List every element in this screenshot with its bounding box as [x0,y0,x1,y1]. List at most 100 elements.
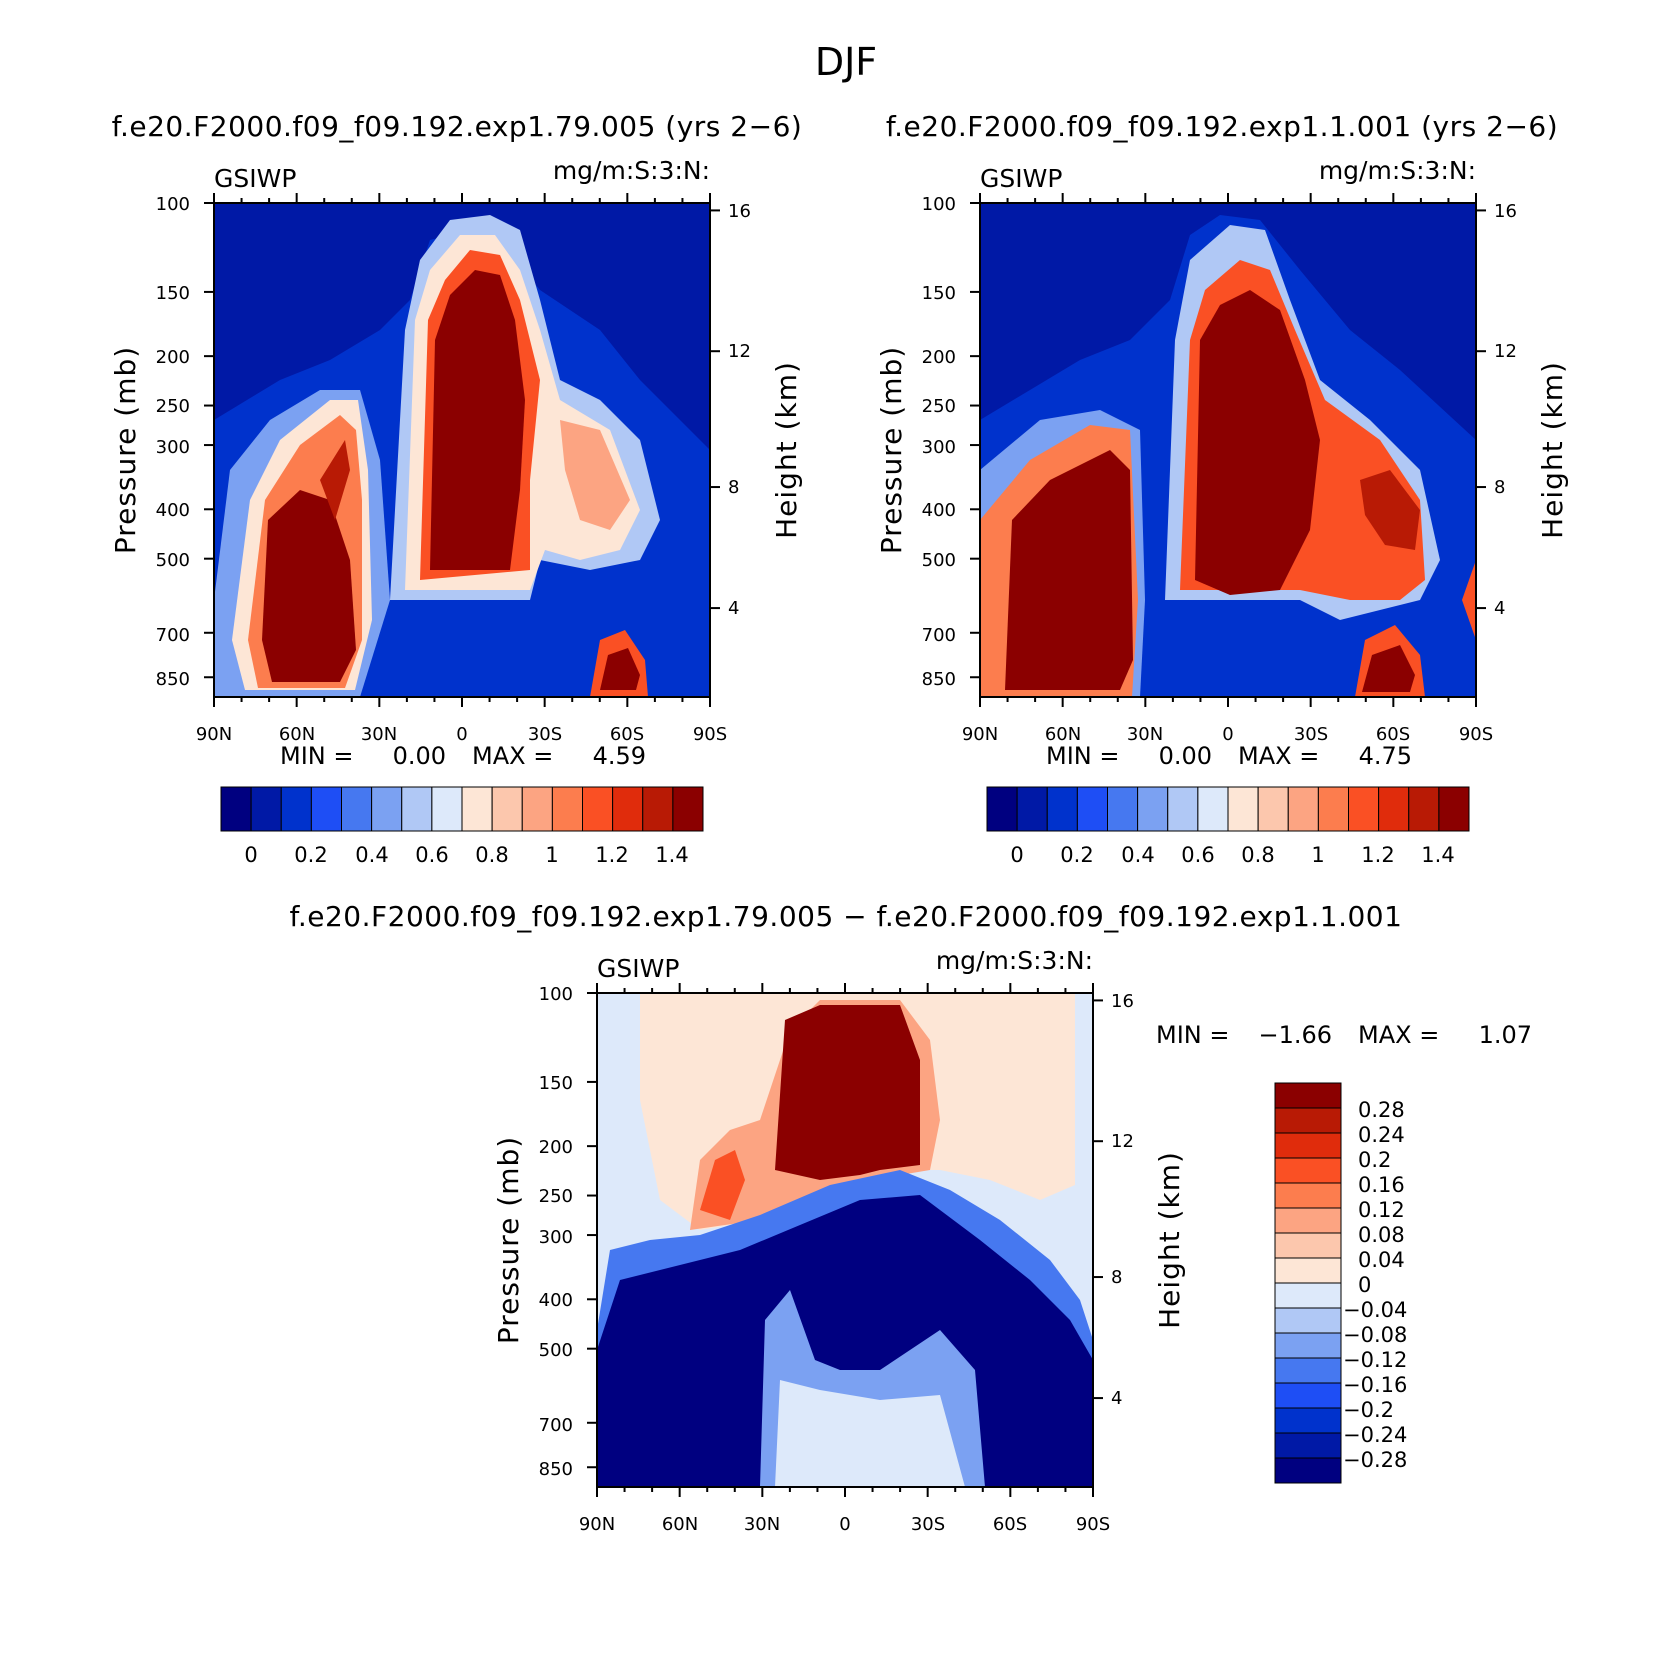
upper-dry-region [980,203,1476,440]
colorbar-label: 0 [1358,1273,1371,1297]
panel-case2-colorbar-labels: 0 0.2 0.4 0.6 0.8 1 1.2 1.4 [1010,843,1454,867]
panel-case2-max-label: MAX = [1238,742,1319,770]
colorbar-swatch [672,786,704,832]
colorbar-label: −0.2 [1343,1398,1394,1422]
colorbar-swatch [401,786,433,832]
panel-case2-colorbar [986,786,1470,832]
colorbar-label: 1.4 [655,843,688,867]
colorbar-label: 1.2 [595,843,628,867]
y-tick: 150 [922,283,956,304]
panel-case2-y2label: Height (km) [1536,361,1569,539]
y-tick: 200 [922,347,956,368]
x-tick: 30N [361,724,397,745]
colorbar-swatch [1317,786,1349,832]
y-tick: 850 [156,669,190,690]
frame-ticks [970,193,1486,707]
colorbar-label: −0.04 [1343,1298,1407,1322]
y-tick: 850 [922,669,956,690]
panel-case1-variable: GSIWP [214,164,296,193]
colorbar-swatch [341,786,373,832]
y2-tick: 16 [728,201,751,222]
colorbar-swatch [220,786,252,832]
y-tick: 150 [539,1073,573,1094]
y-tick: 400 [156,500,190,521]
panel-case1-ylabel: Pressure (mb) [109,346,142,554]
diff-min-label: MIN = [1156,1021,1229,1049]
colorbar-swatch [461,786,493,832]
colorbar-swatch [1137,786,1169,832]
x-tick: 60S [610,724,644,745]
colorbar-swatch [1107,786,1139,832]
y-tick: 300 [539,1227,573,1248]
colorbar-swatch [1274,1357,1342,1384]
panel-case1-axes: 90N 60N 30N 0 30S 60S 90S 100 150 200 25… [156,194,751,745]
colorbar-swatch [1274,1207,1342,1234]
panel-case1-units: mg/m:S:3:N: [553,156,710,185]
colorbar-swatch [310,786,342,832]
colorbar-label: 1.4 [1421,843,1454,867]
y-tick: 700 [156,625,190,646]
diff-max-label: MAX = [1358,1021,1439,1049]
colorbar-swatch [1167,786,1199,832]
y2-tick: 16 [1111,991,1134,1012]
x-tick: 90S [1459,724,1493,745]
panel-case2-min-value: 0.00 [1159,742,1212,770]
colorbar-swatch [1378,786,1410,832]
positive-nh-max [700,1150,745,1220]
x-tick: 30S [911,1514,945,1535]
y-tick: 500 [922,550,956,571]
colorbar-label: 0.4 [355,843,388,867]
diff-min-value: −1.66 [1258,1021,1332,1049]
x-tick: 30S [528,724,562,745]
colorbar-label: 0 [1010,843,1023,867]
x-tick: 60N [1045,724,1081,745]
panel-difference-colorbar [1274,1082,1342,1484]
y-tick: 250 [156,396,190,417]
colorbar-label: 0.4 [1121,843,1154,867]
panel-difference-axes: 90N 60N 30N 0 30S 60S 90S 100 150 200 25… [539,984,1134,1535]
y-tick: 850 [539,1459,573,1480]
panel-case1-min-value: 0.00 [393,742,446,770]
sh-low-core [600,648,640,690]
positive-core [775,1005,920,1180]
colorbar-label: 0.6 [1181,843,1214,867]
x-tick: 0 [456,724,467,745]
panel-case1: f.e20.F2000.f09_f09.192.exp1.79.005 (yrs… [109,110,803,867]
colorbar-label: 0.28 [1358,1098,1405,1122]
colorbar-label: 1 [1311,843,1324,867]
colorbar-label: 1 [545,843,558,867]
y2-tick: 12 [1494,341,1517,362]
colorbar-swatch [1274,1232,1342,1259]
colorbar-swatch [371,786,403,832]
panel-case1-y2label: Height (km) [770,361,803,539]
colorbar-swatch [1274,1332,1342,1359]
nh-cloud-upper [320,440,350,520]
panel-difference-ylabel: Pressure (mb) [492,1136,525,1344]
colorbar-swatch [1076,786,1108,832]
colorbar-label: 0.2 [1358,1148,1391,1172]
colorbar-label: −0.28 [1343,1448,1407,1472]
panel-difference-units: mg/m:S:3:N: [936,946,1093,975]
trop-core [430,270,525,570]
panel-difference-y2label: Height (km) [1153,1151,1186,1329]
colorbar-swatch [1046,786,1078,832]
colorbar-swatch [986,786,1018,832]
sh-mid-core [1360,470,1420,550]
y-tick: 500 [156,550,190,571]
colorbar-swatch [1274,1282,1342,1309]
y-tick: 100 [156,194,190,215]
y2-tick: 8 [728,477,739,498]
panel-case2-variable: GSIWP [980,164,1062,193]
panel-case2-max-value: 4.75 [1359,742,1412,770]
y-tick: 150 [156,283,190,304]
colorbar-swatch [1274,1082,1342,1109]
colorbar-label: −0.16 [1343,1373,1407,1397]
sh-low-core [1362,645,1415,692]
x-tick: 60N [279,724,315,745]
colorbar-swatch [491,786,523,832]
x-tick: 60N [662,1514,698,1535]
x-tick: 30N [1127,724,1163,745]
colorbar-label: 1.2 [1361,843,1394,867]
colorbar-swatch [1274,1457,1342,1484]
y-tick: 200 [156,347,190,368]
